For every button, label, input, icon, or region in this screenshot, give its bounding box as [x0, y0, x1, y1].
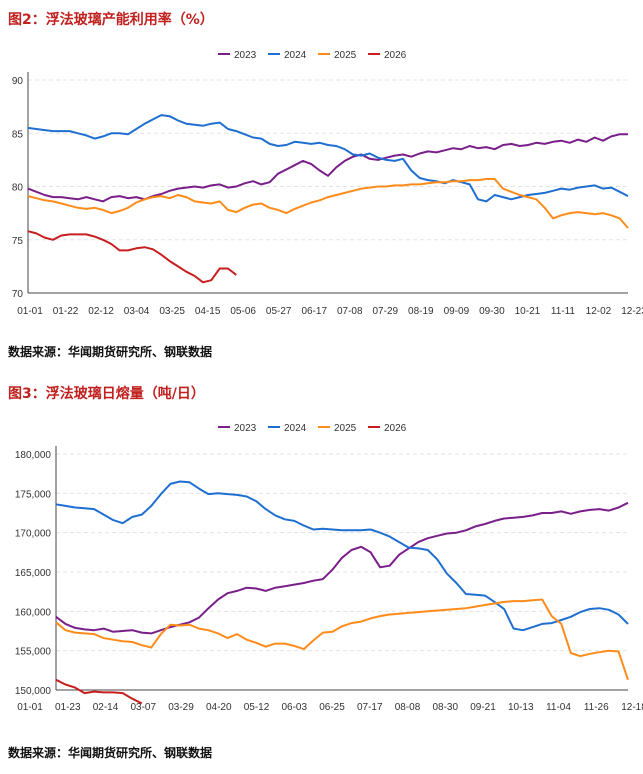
x-tick-label: 06-25	[319, 702, 345, 713]
chart1-svg: 90 85 80 75 70 01-01 01-22 02-12 03-04 03-25 04-15…	[12, 50, 643, 317]
y-tick-label: 175,000	[15, 489, 52, 500]
x-tick-label: 04-20	[206, 702, 232, 713]
x-tick-label: 12-02	[586, 306, 612, 317]
y-tick-label: 150,000	[15, 686, 52, 697]
y-tick-label: 80	[12, 183, 24, 194]
x-tick-label: 05-06	[230, 306, 256, 317]
series-line-2025	[55, 598, 629, 681]
legend-label-2024: 2024	[284, 423, 307, 434]
x-tick-label: 09-09	[444, 306, 470, 317]
series-line-2023	[27, 133, 628, 203]
x-tick-label: 10-21	[515, 306, 541, 317]
legend-label-2026: 2026	[384, 50, 407, 61]
x-tick-label: 05-12	[244, 702, 270, 713]
legend-label-2026: 2026	[384, 423, 407, 434]
x-tick-label: 02-14	[93, 702, 119, 713]
x-tick-label: 07-17	[357, 702, 383, 713]
x-tick-label: 03-29	[168, 702, 194, 713]
x-tick-label: 03-25	[159, 306, 185, 317]
x-tick-label: 03-07	[130, 702, 156, 713]
series-line-2023	[55, 501, 629, 635]
x-tick-label: 01-01	[17, 702, 43, 713]
x-tick-label: 02-12	[88, 306, 114, 317]
x-tick-label: 07-29	[373, 306, 399, 317]
legend-label-2025: 2025	[334, 423, 357, 434]
series-line-2024	[55, 480, 629, 632]
y-tick-label: 75	[12, 236, 24, 247]
y-tick-label: 160,000	[15, 607, 52, 618]
x-tick-label: 10-13	[508, 702, 534, 713]
legend-label-2023: 2023	[234, 423, 257, 434]
y-tick-label: 85	[12, 129, 24, 140]
x-tick-label: 09-30	[479, 306, 505, 317]
x-tick-label: 08-30	[432, 702, 458, 713]
x-tick-label: 03-04	[124, 306, 150, 317]
y-tick-label: 165,000	[15, 568, 52, 579]
x-tick-label: 08-19	[408, 306, 434, 317]
x-tick-label: 09-21	[470, 702, 496, 713]
x-tick-label: 11-04	[546, 702, 571, 713]
x-tick-label: 01-23	[55, 702, 81, 713]
x-tick-label: 01-22	[53, 306, 79, 317]
series-line-2026	[55, 678, 143, 705]
x-tick-label: 08-08	[395, 702, 421, 713]
x-tick-label: 01-01	[17, 306, 43, 317]
legend-label-2023: 2023	[234, 50, 257, 61]
series-line-2025	[27, 178, 629, 229]
chart2-svg: 180,000 175,000 170,000 165,000 160,000 155,0…	[15, 423, 643, 713]
y-tick-label: 180,000	[15, 450, 52, 461]
chart1-title: 图2：浮法玻璃产能利用率（%）	[8, 12, 214, 28]
chart1-source: 数据来源：华闻期货研究所、钢联数据	[8, 345, 213, 359]
x-tick-label: 07-08	[337, 306, 363, 317]
legend-label-2025: 2025	[334, 50, 357, 61]
x-tick-label: 06-17	[301, 306, 327, 317]
series-line-2026	[27, 230, 237, 284]
x-tick-label: 05-27	[266, 306, 292, 317]
legend-label-2024: 2024	[284, 50, 307, 61]
y-tick-label: 70	[12, 289, 24, 300]
y-tick-label: 155,000	[15, 647, 52, 658]
y-tick-label: 170,000	[15, 529, 52, 540]
x-tick-label: 06-03	[281, 702, 307, 713]
chart2-title: 图3：浮法玻璃日熔量（吨/日）	[8, 386, 205, 402]
series-line-2024	[27, 114, 629, 203]
y-tick-label: 90	[12, 76, 24, 87]
x-tick-label: 12-23	[621, 306, 643, 317]
x-tick-label: 12-18	[621, 702, 643, 713]
x-tick-label: 11-26	[584, 702, 609, 713]
chart2-source: 数据来源：华闻期货研究所、钢联数据	[8, 746, 213, 760]
x-tick-label: 11-11	[551, 306, 576, 317]
x-tick-label: 04-15	[195, 306, 221, 317]
